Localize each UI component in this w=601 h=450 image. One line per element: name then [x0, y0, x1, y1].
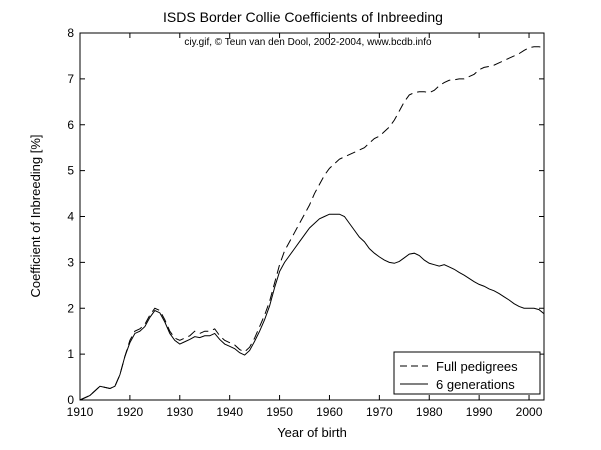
y-tick-label: 1 [67, 347, 74, 361]
x-tick-label: 1970 [366, 405, 393, 419]
y-tick-label: 0 [67, 393, 74, 407]
x-tick-label: 1980 [416, 405, 443, 419]
plot-frame [79, 32, 545, 401]
series-line-6-generations [79, 213, 545, 401]
y-axis-ticks: 0 1 2 3 4 5 6 7 8 [67, 26, 544, 407]
x-tick-label: 1910 [67, 405, 94, 419]
y-tick-label: 7 [67, 72, 74, 86]
x-tick-label: 1950 [266, 405, 293, 419]
y-axis-label: Coefficient of Inbreeding [%] [28, 134, 43, 297]
legend-label-full-pedigrees: Full pedigrees [436, 359, 518, 374]
x-axis-label: Year of birth [277, 425, 347, 440]
y-tick-label: 4 [67, 210, 74, 224]
y-tick-label: 8 [67, 26, 74, 40]
x-tick-label: 1920 [117, 405, 144, 419]
x-tick-label: 2000 [516, 405, 543, 419]
y-tick-label: 3 [67, 255, 74, 269]
legend-label-6-generations: 6 generations [436, 377, 515, 392]
chart-subtitle: ciy.gif, © Teun van den Dool, 2002-2004,… [184, 37, 432, 48]
x-tick-label: 1940 [216, 405, 243, 419]
legend-box [393, 351, 541, 395]
chart-title: ISDS Border Collie Coefficients of Inbre… [163, 9, 443, 25]
y-tick-label: 2 [67, 301, 74, 315]
series-line-full-pedigrees [79, 46, 545, 401]
y-tick-label: 6 [67, 118, 74, 132]
series-layer [79, 46, 545, 401]
x-tick-label: 1990 [466, 405, 493, 419]
x-axis-ticks: 1910 1920 1930 1940 1950 1960 1970 1980 1990 2000 [67, 33, 543, 419]
legend: Full pedigrees 6 generations [393, 351, 541, 395]
y-tick-label: 5 [67, 164, 74, 178]
x-tick-label: 1930 [166, 405, 193, 419]
x-tick-label: 1960 [316, 405, 343, 419]
